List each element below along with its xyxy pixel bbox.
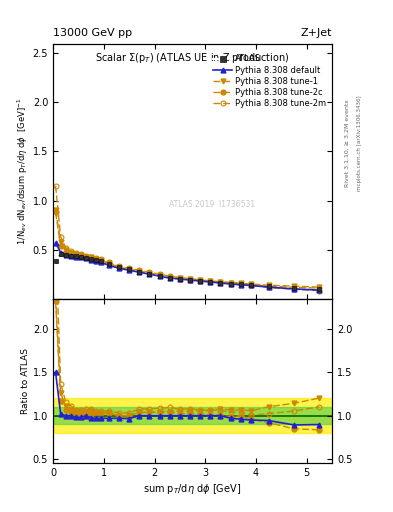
Text: ATLAS 2019  I1736531: ATLAS 2019 I1736531 [169,200,255,209]
Y-axis label: 1/N$_{ev}$ dN$_{ev}$/dsum p$_T$/d$\eta$ d$\phi$  [GeV]$^{-1}$: 1/N$_{ev}$ dN$_{ev}$/dsum p$_T$/d$\eta$ … [15,97,30,245]
Legend: ATLAS, Pythia 8.308 default, Pythia 8.308 tune-1, Pythia 8.308 tune-2c, Pythia 8: ATLAS, Pythia 8.308 default, Pythia 8.30… [212,53,328,110]
X-axis label: sum p$_T$/d$\eta$ d$\phi$ [GeV]: sum p$_T$/d$\eta$ d$\phi$ [GeV] [143,482,242,497]
Text: 13000 GeV pp: 13000 GeV pp [53,28,132,38]
Text: Rivet 3.1.10, ≥ 3.2M events: Rivet 3.1.10, ≥ 3.2M events [345,99,350,187]
Text: Scalar $\Sigma$(p$_T$) (ATLAS UE in Z production): Scalar $\Sigma$(p$_T$) (ATLAS UE in Z pr… [95,51,290,65]
Y-axis label: Ratio to ATLAS: Ratio to ATLAS [21,348,30,414]
Text: mcplots.cern.ch [arXiv:1306.3436]: mcplots.cern.ch [arXiv:1306.3436] [357,96,362,191]
Text: Z+Jet: Z+Jet [301,28,332,38]
